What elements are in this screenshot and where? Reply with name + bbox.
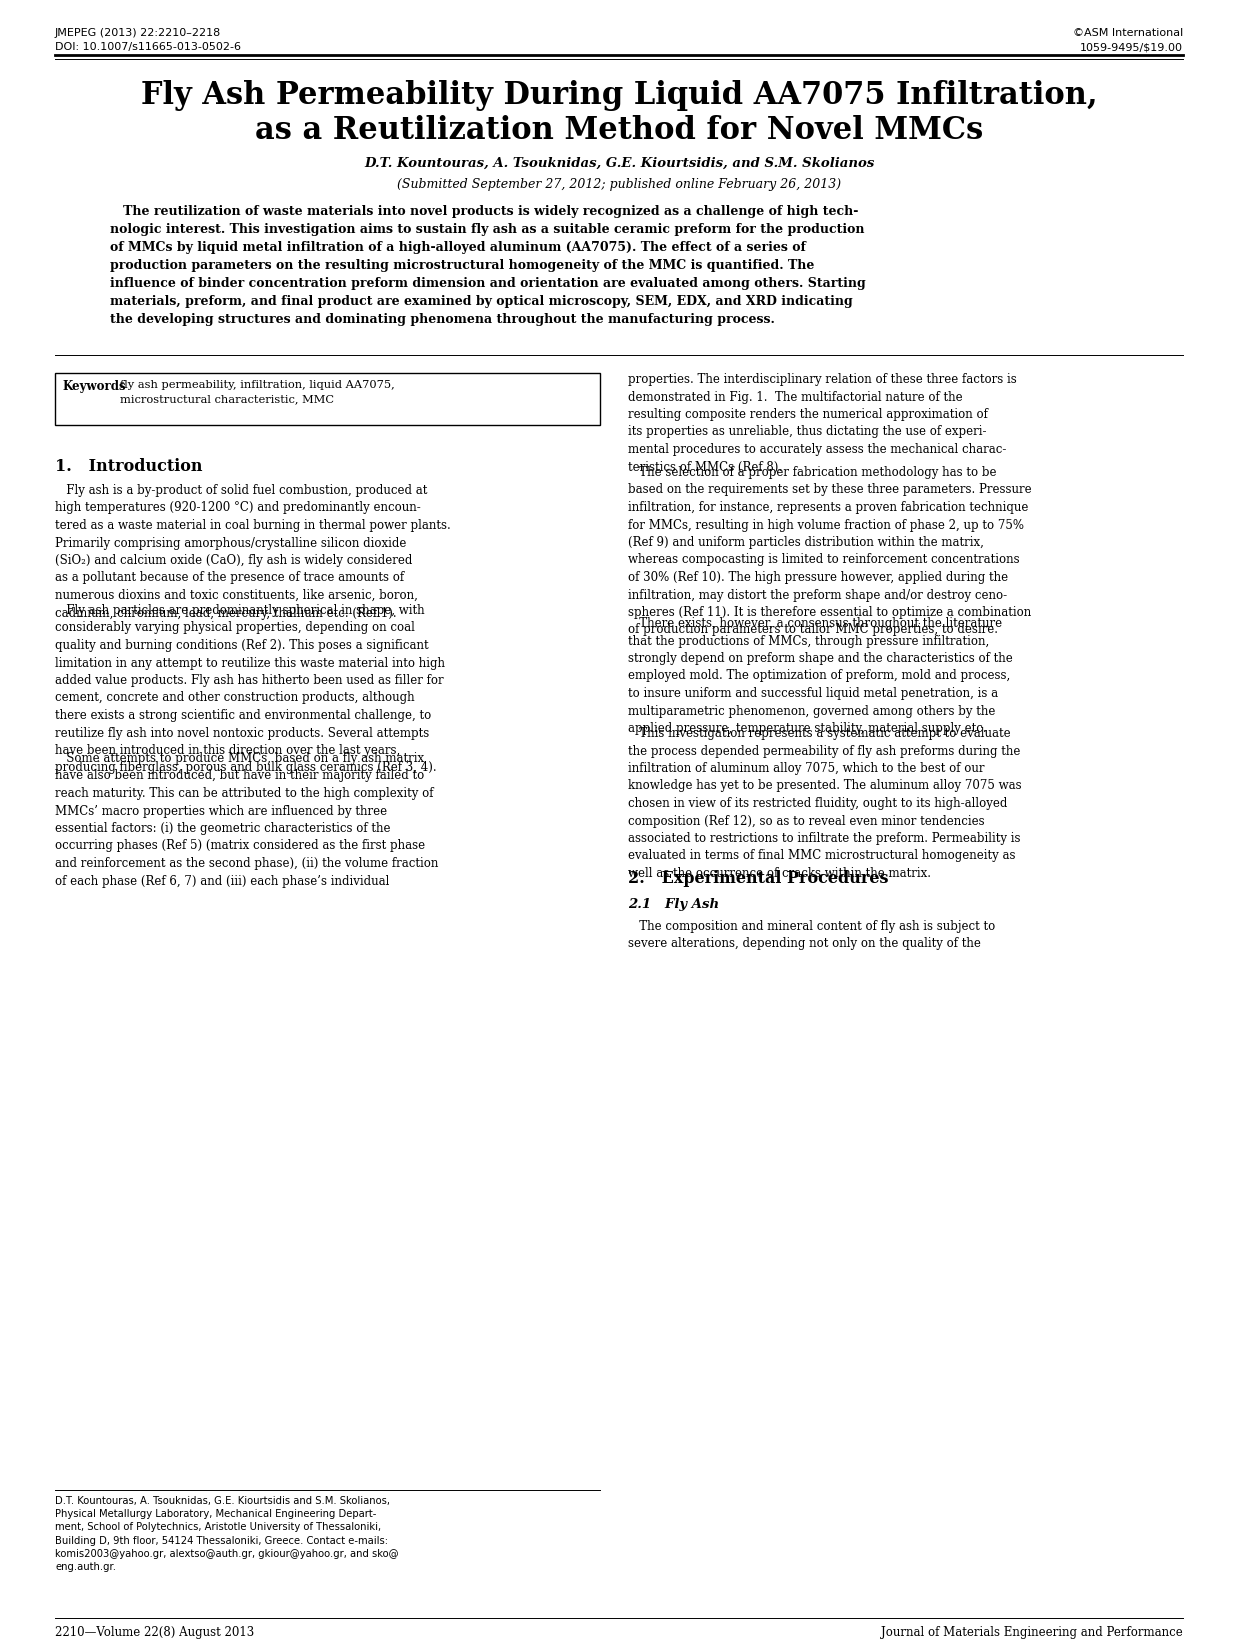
Text: properties. The interdisciplinary relation of these three factors is
demonstrate: properties. The interdisciplinary relati…: [628, 373, 1016, 474]
Text: Keywords: Keywords: [62, 380, 125, 393]
Text: fly ash permeability, infiltration, liquid AA7075,
microstructural characteristi: fly ash permeability, infiltration, liqu…: [120, 380, 395, 404]
Text: 2.   Experimental Procedures: 2. Experimental Procedures: [628, 870, 889, 888]
Text: D.T. Kountouras, A. Tsouknidas, G.E. Kiourtsidis and S.M. Skolianos,
Physical Me: D.T. Kountouras, A. Tsouknidas, G.E. Kio…: [54, 1497, 399, 1572]
Text: Fly ash is a by-product of solid fuel combustion, produced at
high temperatures : Fly ash is a by-product of solid fuel co…: [54, 483, 451, 619]
Text: This investigation represents a systematic attempt to evaluate
the process depen: This investigation represents a systemat…: [628, 728, 1021, 879]
Text: Some attempts to produce MMCs, based on a fly ash matrix
have also been introduc: Some attempts to produce MMCs, based on …: [54, 752, 438, 888]
Text: 2210—Volume 22(8) August 2013: 2210—Volume 22(8) August 2013: [54, 1625, 254, 1638]
Text: 1.   Introduction: 1. Introduction: [54, 459, 203, 475]
Bar: [54, 373, 600, 426]
Text: DOI: 10.1007/s11665-013-0502-6: DOI: 10.1007/s11665-013-0502-6: [54, 41, 241, 53]
Text: The reutilization of waste materials into novel products is widely recognized as: The reutilization of waste materials int…: [110, 205, 865, 327]
Text: D.T. Kountouras, A. Tsouknidas, G.E. Kiourtsidis, and S.M. Skolianos: D.T. Kountouras, A. Tsouknidas, G.E. Kio…: [364, 157, 874, 170]
Text: Journal of Materials Engineering and Performance: Journal of Materials Engineering and Per…: [881, 1625, 1184, 1638]
Text: 1059-9495/$19.00: 1059-9495/$19.00: [1080, 41, 1184, 53]
Text: JMEPEG (2013) 22:2210–2218: JMEPEG (2013) 22:2210–2218: [54, 28, 222, 38]
Text: There exists, however, a consensus throughout the literature
that the production: There exists, however, a consensus throu…: [628, 617, 1013, 734]
Text: The composition and mineral content of fly ash is subject to
severe alterations,: The composition and mineral content of f…: [628, 921, 995, 950]
Text: Fly ash particles are predominantly spherical in shape, with
considerably varyin: Fly ash particles are predominantly sphe…: [54, 604, 444, 774]
Text: Fly Ash Permeability During Liquid AA7075 Infiltration,: Fly Ash Permeability During Liquid AA707…: [141, 79, 1097, 111]
Text: 2.1   Fly Ash: 2.1 Fly Ash: [628, 898, 719, 911]
Text: as a Reutilization Method for Novel MMCs: as a Reutilization Method for Novel MMCs: [255, 116, 983, 145]
Text: The selection of a proper fabrication methodology has to be
based on the require: The selection of a proper fabrication me…: [628, 465, 1031, 637]
Text: ©ASM International: ©ASM International: [1073, 28, 1184, 38]
Text: (Submitted September 27, 2012; published online February 26, 2013): (Submitted September 27, 2012; published…: [397, 178, 841, 191]
